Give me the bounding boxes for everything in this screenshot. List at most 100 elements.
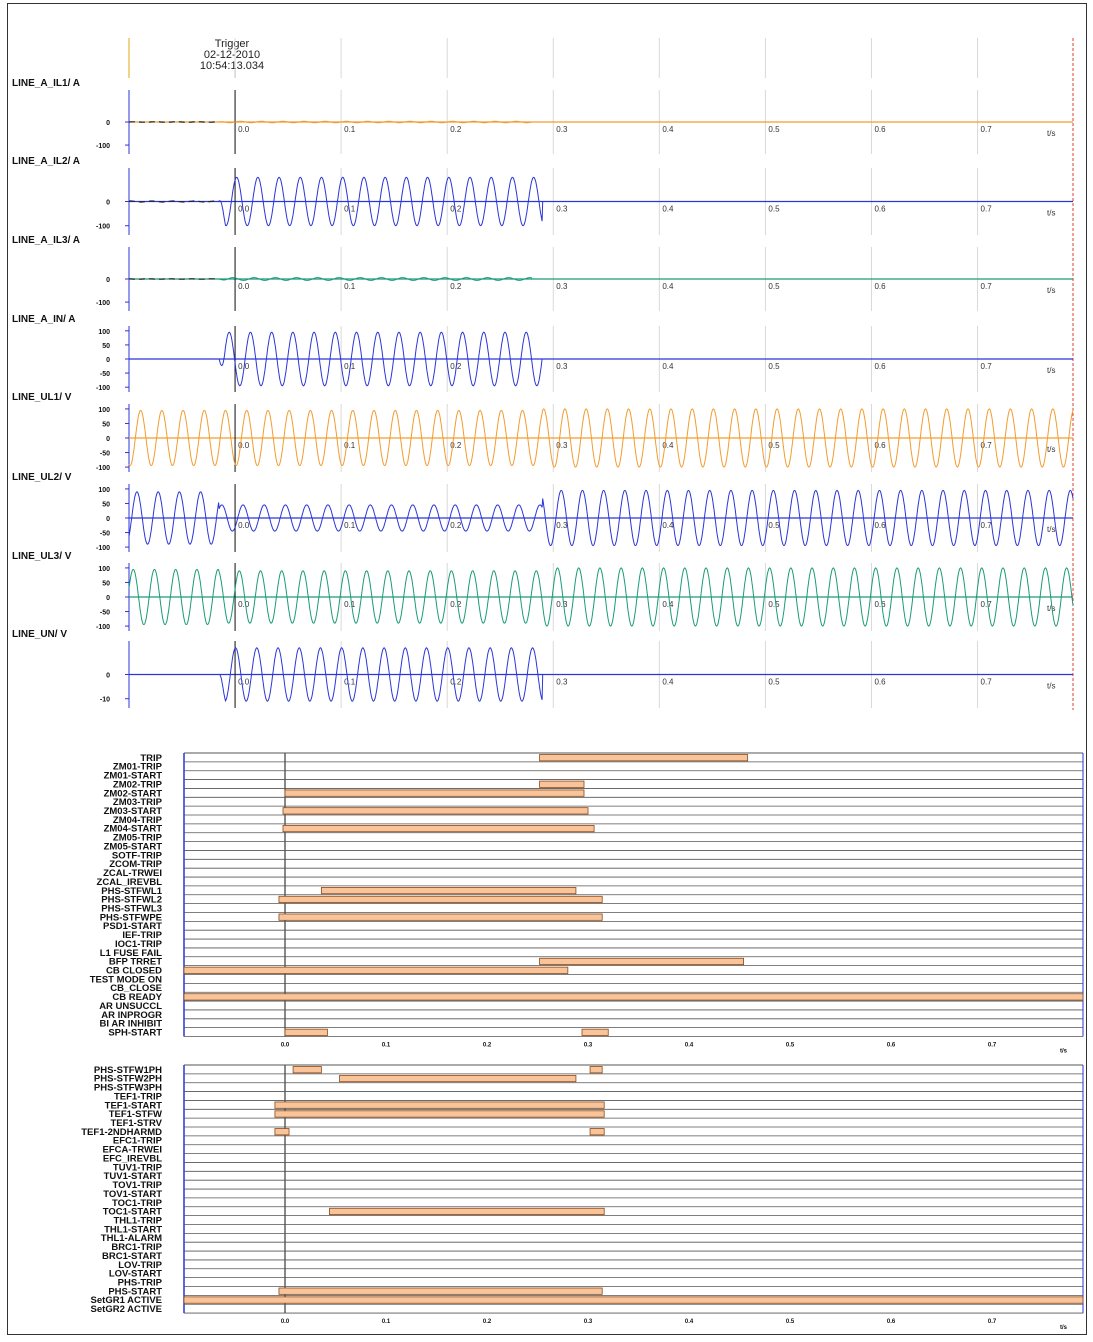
signal-label: PHS-STFW2PH	[94, 1074, 162, 1085]
x-tick-label: 0.0	[238, 205, 250, 214]
time-unit-label: t/s	[1047, 209, 1055, 218]
x-tick-label: 0.0	[281, 1319, 290, 1325]
signal-on-bar	[274, 1128, 290, 1136]
signal-label: SetGR1 ACTIVE	[91, 1295, 162, 1306]
x-tick-label: 0.6	[874, 441, 886, 450]
channel-label: LINE_A_IN/ A	[12, 314, 76, 325]
analog-channel-panel: LINE_A_IL3/ A 0 -100 0.0 0.1 0.2 0.3 0.4 0.5 0.6 0…	[12, 235, 1073, 311]
waveform-trace	[128, 489, 1074, 547]
signal-on-bar	[539, 780, 585, 788]
x-tick-label: 0.1	[344, 678, 356, 687]
time-unit-label: t/s	[1047, 366, 1055, 375]
signal-label: L1 FUSE FAIL	[100, 948, 162, 959]
y-tick-label: 50	[102, 580, 110, 587]
waveform-trace	[128, 408, 1074, 468]
x-tick-label: 0.2	[483, 1319, 492, 1325]
x-tick-label: 0.5	[768, 441, 780, 450]
x-tick-label: 0.2	[450, 125, 462, 134]
signal-on-bar	[183, 1296, 1084, 1304]
x-tick-label: 0.3	[556, 441, 568, 450]
x-tick-label: 0.2	[450, 441, 462, 450]
x-tick-label: 0.7	[981, 678, 993, 687]
y-tick-label: -50	[100, 531, 110, 538]
signal-label: ZCAL-TRWEI	[103, 868, 162, 879]
trigger-header: Trigger 02-12-2010 10:54:13.034	[200, 38, 264, 72]
x-tick-label: 0.5	[768, 362, 780, 371]
signal-label: TEF1-TRIP	[114, 1091, 163, 1102]
x-tick-label: 0.7	[981, 125, 993, 134]
x-tick-label: 0.3	[556, 600, 568, 609]
x-tick-label: 0.3	[556, 678, 568, 687]
signal-label: BI AR INHIBIT	[100, 1019, 163, 1030]
signal-on-bar	[282, 807, 589, 815]
x-tick-label: 0.6	[874, 205, 886, 214]
signal-label: ZM02-TRIP	[113, 779, 163, 790]
y-tick-label: -100	[96, 385, 110, 392]
x-tick-label: 0.3	[556, 521, 568, 530]
signal-label: PHS-STFW1PH	[94, 1065, 162, 1076]
y-tick-label: 100	[98, 487, 110, 494]
signal-label: ZM05-TRIP	[113, 833, 163, 844]
signal-label: TRIP	[140, 753, 162, 764]
y-tick-label: -50	[100, 610, 110, 617]
time-unit-label: t/s	[1060, 1049, 1068, 1055]
x-tick-label: 0.0	[238, 600, 250, 609]
signal-label: ZCOM-TRIP	[109, 859, 162, 870]
x-tick-label: 0.3	[556, 362, 568, 371]
time-unit-label: t/s	[1047, 445, 1055, 454]
y-tick-label: -100	[96, 300, 110, 307]
prefault-trace	[128, 200, 219, 203]
signal-label: PHS-START	[108, 1286, 162, 1297]
x-tick-label: 0.4	[662, 282, 674, 291]
y-tick-label: 100	[98, 407, 110, 414]
x-tick-label: 0.5	[786, 1319, 795, 1325]
x-tick-label: 0.2	[450, 282, 462, 291]
signal-label: EFC1-TRIP	[113, 1136, 163, 1147]
signal-label: TEF1-START	[105, 1100, 163, 1111]
signal-label: SPH-START	[108, 1028, 162, 1039]
signal-label: SOTF-TRIP	[112, 850, 163, 861]
binary-signals-panel-1: TRIPZM01-TRIPZM01-STARTZM02-TRIPZM02-STA…	[90, 752, 1084, 1055]
signal-label: AR UNSUCCL	[99, 1001, 162, 1012]
signal-label: SetGR2 ACTIVE	[91, 1304, 162, 1315]
waveform-trace	[218, 176, 1073, 227]
signal-label: EFC_IREVBL	[103, 1153, 162, 1164]
x-tick-label: 0.1	[344, 125, 356, 134]
signal-on-bar	[183, 966, 569, 974]
x-tick-label: 0.1	[382, 1043, 391, 1049]
signal-on-bar	[284, 789, 585, 797]
y-tick-label: 50	[102, 501, 110, 508]
channel-label: LINE_A_IL3/ A	[12, 235, 80, 246]
signal-on-bar	[581, 1028, 609, 1036]
signal-label: IEF-TRIP	[122, 930, 162, 941]
analog-channel-panel: LINE_UL2/ V 100 50 0 -50 -100 0.0 0.1 0.2 0.3 0.4 0…	[12, 472, 1074, 552]
signal-label: TEF1-STFW	[109, 1109, 162, 1120]
analog-channel-panel: LINE_A_IL2/ A 0 -100 0.0 0.1 0.2 0.3 0.4 0.5 0.6 0…	[12, 156, 1073, 235]
signal-label: PHS-STFWL3	[101, 903, 162, 914]
signal-label: IOC1-TRIP	[115, 939, 163, 950]
signal-label: CB CLOSED	[106, 966, 162, 977]
x-tick-label: 0.3	[584, 1319, 593, 1325]
signal-label: TUV1-START	[104, 1171, 163, 1182]
x-tick-label: 0.3	[584, 1043, 593, 1049]
x-tick-label: 0.5	[768, 600, 780, 609]
signal-label: TEF1-STRV	[110, 1118, 162, 1129]
signal-label: ZM01-TRIP	[113, 762, 163, 773]
signal-label: TOV1-START	[103, 1189, 162, 1200]
signal-label: ZM04-START	[104, 824, 163, 835]
signal-label: TUV1-TRIP	[113, 1162, 163, 1173]
signal-label: ZM01-START	[104, 771, 163, 782]
x-tick-label: 0.6	[887, 1319, 896, 1325]
signal-on-bar	[339, 1074, 577, 1083]
x-tick-label: 0.2	[450, 678, 462, 687]
x-tick-label: 0.4	[662, 441, 674, 450]
x-tick-label: 0.1	[382, 1319, 391, 1325]
signal-on-bar	[274, 1110, 605, 1118]
signal-on-bar	[589, 1066, 603, 1074]
x-tick-label: 0.0	[238, 521, 250, 530]
signal-on-bar	[183, 993, 1084, 1001]
y-tick-label: -100	[96, 545, 110, 552]
x-tick-label: 0.6	[874, 125, 886, 134]
signal-label: TOV1-TRIP	[113, 1180, 163, 1191]
